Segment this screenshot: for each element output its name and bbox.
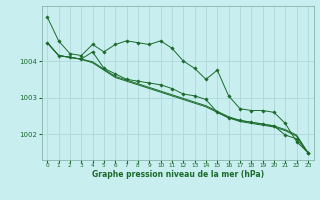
- X-axis label: Graphe pression niveau de la mer (hPa): Graphe pression niveau de la mer (hPa): [92, 170, 264, 179]
